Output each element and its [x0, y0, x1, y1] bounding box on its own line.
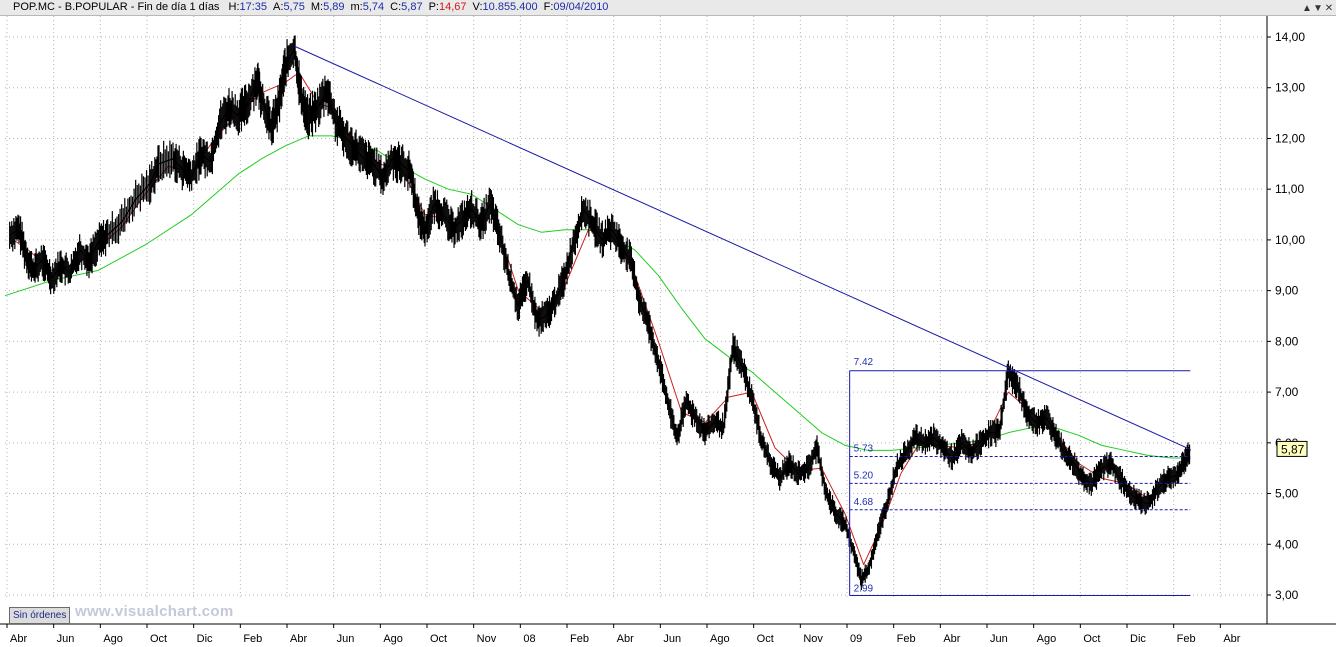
- x-tick-label: Ago: [1037, 633, 1057, 645]
- x-tick-label: Feb: [897, 633, 916, 645]
- retracement-level-label: 7.42: [854, 357, 874, 368]
- x-tick-label: Dic: [1130, 633, 1146, 645]
- x-tick-label: Oct: [430, 633, 447, 645]
- orders-status-button[interactable]: Sin órdenes: [9, 607, 71, 624]
- downtrend-line: [294, 45, 1191, 450]
- retracement-level-label: 2.99: [854, 584, 874, 595]
- x-axis: Abr Jun Ago Oct Dic Feb Abr Jun Ago Oct Nov 08 Feb Ab…: [6, 624, 1241, 645]
- x-tick-label: Nov: [477, 633, 497, 645]
- quote-field-key: P:: [428, 1, 439, 13]
- slow-average-layer: [4, 135, 1191, 459]
- x-tick-label: Oct: [757, 633, 774, 645]
- quote-field-key: H:: [228, 1, 240, 13]
- x-tick-label: Feb: [243, 633, 262, 645]
- x-tick-label: Ago: [383, 633, 403, 645]
- y-tick-label: 13,00: [1275, 81, 1305, 95]
- x-tick-label: Jun: [57, 633, 75, 645]
- x-tick-label: 08: [523, 633, 535, 645]
- window-controls: ▲▼ ✕: [1301, 1, 1334, 16]
- x-tick-label: Jun: [990, 633, 1008, 645]
- quote-field-value: 5,89: [323, 1, 345, 13]
- x-tick-label: Jun: [663, 633, 681, 645]
- quote-field-value: 5,74: [362, 1, 385, 13]
- x-tick-label: Oct: [1083, 633, 1100, 645]
- instrument-title: POP.MC - B.POPULAR - Fin de día 1 días: [13, 1, 220, 13]
- x-tick-label: Abr: [1223, 633, 1240, 645]
- x-tick-label: Abr: [290, 633, 307, 645]
- slow-average-line: [4, 135, 1191, 459]
- last-price-label: 5,87: [1281, 442, 1305, 456]
- quote-field-key: V:: [472, 1, 483, 13]
- quote-field-key: m:: [350, 1, 363, 13]
- x-tick-label: Dic: [197, 633, 213, 645]
- retracement-layer: 7.42 5.73 5.20 4.68 2.99: [849, 357, 1191, 597]
- fast-average-layer: [9, 72, 1191, 566]
- x-tick-label: Jun: [337, 633, 355, 645]
- retracement-level-label: 5.73: [854, 444, 874, 455]
- y-tick-label: 5,00: [1275, 487, 1299, 501]
- y-tick-label: 10,00: [1275, 233, 1305, 247]
- last-price-layer: 5,87: [1276, 440, 1308, 457]
- y-tick-label: 9,00: [1275, 284, 1299, 298]
- retracement-level-label: 5.20: [854, 470, 874, 481]
- quote-field-value: 14,67: [439, 1, 467, 13]
- quote-field-key: A:: [273, 1, 284, 13]
- quote-field-key: C:: [390, 1, 402, 13]
- x-tick-label: Nov: [803, 633, 823, 645]
- quote-field-value: 10.855.400: [482, 1, 538, 13]
- y-tick-label: 14,00: [1275, 30, 1305, 44]
- x-tick-label: Feb: [1177, 633, 1196, 645]
- y-axis: 14,0013,0012,0011,0010,009,008,007,006,0…: [1267, 30, 1305, 602]
- retracement-level-label: 4.68: [854, 497, 874, 508]
- quote-field-key: F:: [543, 1, 554, 13]
- y-tick-label: 12,00: [1275, 131, 1305, 145]
- price-chart[interactable]: 7.42 5.73 5.20 4.68 2.99 14,00 13,00 12,00 11,0…: [0, 16, 1336, 647]
- quote-field-value: 09/04/2010: [553, 1, 609, 13]
- quote-field-value: 5,87: [401, 1, 423, 13]
- last-price-box: [1276, 440, 1308, 457]
- y-tick-label: 4,00: [1275, 537, 1299, 551]
- x-tick-label: Ago: [103, 633, 123, 645]
- fast-average-line: [9, 72, 1191, 566]
- x-tick-label: Feb: [570, 633, 589, 645]
- scroll-down-icon[interactable]: ▼: [1313, 3, 1323, 14]
- quote-field-value: 5,75: [283, 1, 305, 13]
- watermark: www.visualchart.com: [75, 603, 234, 620]
- x-tick-label: Abr: [943, 633, 960, 645]
- x-tick-label: 09: [850, 633, 862, 645]
- chart-grid: [0, 16, 1336, 625]
- quote-field-value: 17:35: [239, 1, 268, 13]
- y-tick-label: 7,00: [1275, 385, 1299, 399]
- quote-field-key: M:: [310, 1, 324, 13]
- chart-header-bar: POP.MC - B.POPULAR - Fin de día 1 días H…: [0, 0, 1336, 16]
- x-tick-label: Abr: [10, 633, 27, 645]
- close-icon[interactable]: ✕: [1324, 3, 1334, 14]
- price-line: [9, 49, 1191, 581]
- trendline-layer: [294, 45, 1191, 450]
- y-tick-label: 8,00: [1275, 334, 1299, 348]
- x-tick-label: Abr: [617, 633, 634, 645]
- y-tick-label: 11,00: [1275, 182, 1304, 196]
- y-tick-label: 3,00: [1275, 588, 1299, 602]
- x-tick-label: Ago: [710, 633, 730, 645]
- price-layer: [9, 35, 1191, 591]
- x-tick-label: Oct: [150, 633, 167, 645]
- quote-fields: H: 17:35 A: 5,75 M: 5,89 m: 5,74 C: 5,87 P: 1…: [229, 0, 615, 15]
- scroll-up-icon[interactable]: ▲: [1302, 3, 1312, 14]
